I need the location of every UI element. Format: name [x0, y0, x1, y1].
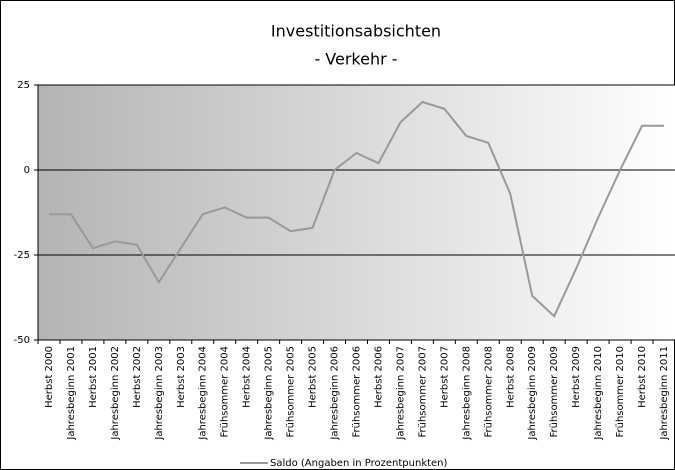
y-tick-label: -25: [14, 250, 30, 261]
x-tick-label: Herbst 2008: [505, 346, 516, 408]
x-tick-label: Herbst 2003: [176, 346, 187, 408]
x-tick-label: Frühsommer 2006: [352, 346, 363, 438]
x-tick-label: Herbst 2000: [44, 346, 55, 408]
x-tick-label: Jahresbeginn 2007: [395, 346, 406, 441]
x-tick-label: Frühsommer 2008: [483, 346, 494, 438]
y-tick-label: 25: [17, 80, 30, 91]
x-tick-label: Frühsommer 2004: [220, 346, 231, 438]
x-tick-label: Herbst 2007: [439, 346, 450, 408]
legend-label: Saldo (Angaben in Prozentpunkten): [270, 458, 448, 469]
chart-subtitle: - Verkehr -: [314, 50, 397, 69]
x-tick-label: Herbst 2010: [637, 346, 648, 408]
x-tick-label: Herbst 2004: [242, 346, 253, 408]
y-tick-label: -50: [14, 335, 30, 346]
plot-area: [38, 85, 675, 340]
x-tick-label: Herbst 2009: [571, 346, 582, 408]
line-series: [48, 100, 665, 318]
x-tick-label: Jahresbeginn 2010: [593, 346, 604, 441]
x-tick-label: Jahresbeginn 2004: [198, 346, 209, 441]
x-tick-label: Jahresbeginn 2005: [264, 346, 275, 441]
chart-title: Investitionsabsichten: [271, 22, 441, 41]
x-tick-label: Herbst 2006: [373, 346, 384, 408]
x-tick-label: Jahresbeginn 2009: [527, 346, 538, 441]
x-tick-label: Jahresbeginn 2011: [659, 346, 670, 441]
x-tick-label: Jahresbeginn 2001: [66, 346, 77, 441]
x-tick-label: Jahresbeginn 2003: [154, 346, 165, 441]
y-tick-label: 0: [24, 165, 30, 176]
x-tick-label: Jahresbeginn 2002: [110, 346, 121, 441]
x-tick-label: Jahresbeginn 2008: [461, 346, 472, 441]
x-tick-label: Jahresbeginn 2006: [330, 346, 341, 441]
x-tick-label: Herbst 2002: [132, 346, 143, 408]
x-tick-label: Herbst 2005: [308, 346, 319, 408]
x-tick-label: Frühsommer 2009: [549, 346, 560, 438]
x-tick-label: Frühsommer 2010: [615, 346, 626, 438]
x-tick-label: Frühsommer 2007: [417, 346, 428, 438]
x-tick-label: Herbst 2001: [88, 346, 99, 408]
x-tick-label: Frühsommer 2005: [286, 346, 297, 438]
